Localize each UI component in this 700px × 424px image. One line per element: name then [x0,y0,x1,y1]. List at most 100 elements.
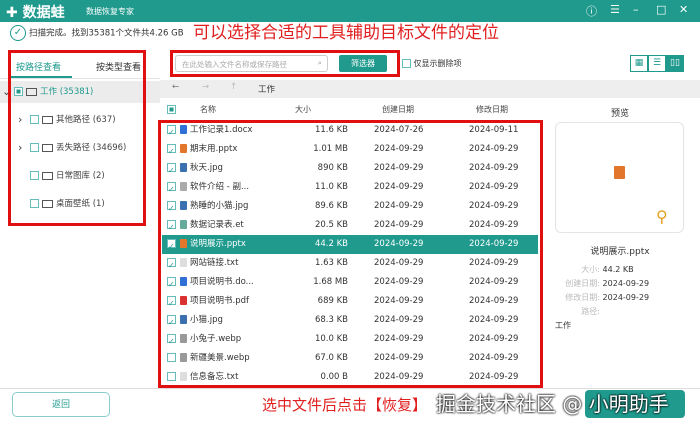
tree-item[interactable]: › 丢失路径 (34696) [0,137,160,159]
tree-item[interactable]: 桌面壁纸 (1) [0,193,160,215]
up-arrow-icon[interactable]: ↑ [230,82,238,92]
preview-panel: 预览 [545,98,695,122]
tree-item[interactable]: 日常图库 (2) [0,165,160,187]
maximize-icon[interactable]: □ [656,3,667,16]
checkbox[interactable] [30,171,39,180]
file-row[interactable]: 软件介绍 - 副... 11.0 KB 2024-09-29 2024-09-2… [162,178,538,199]
zoom-icon[interactable]: ⚲ [656,207,668,226]
checkbox[interactable] [167,237,176,256]
column-created[interactable]: 创建日期 [382,105,414,114]
file-size: 1.01 MB [313,144,348,154]
file-created: 2024-09-29 [374,277,424,287]
checkbox[interactable] [14,87,23,96]
checkbox[interactable] [167,294,176,313]
minimize-icon[interactable]: – [633,3,639,16]
file-row[interactable]: 新疆美景.webp 67.0 KB 2024-09-29 2024-09-29 [162,349,538,368]
checkbox[interactable] [167,313,176,332]
forward-arrow-icon[interactable]: → [202,82,210,92]
grid-view-icon[interactable]: ▦ [630,55,648,72]
file-modified: 2024-09-29 [469,315,519,325]
file-type-icon [180,125,187,134]
file-row[interactable]: 小兔子.webp 10.0 KB 2024-09-29 2024-09-29 [162,330,538,351]
file-created: 2024-09-29 [374,315,424,325]
file-modified: 2024-09-29 [469,296,519,306]
preview-title: 预览 [610,109,629,119]
file-type-icon [180,315,187,324]
checkbox[interactable] [30,199,39,208]
tab-by-type[interactable]: 按类型查看 [96,63,142,73]
file-row[interactable]: 工作记录1.docx 11.6 KB 2024-07-26 2024-09-11 [162,121,538,142]
file-row[interactable]: 期末用.pptx 1.01 MB 2024-09-29 2024-09-29 [162,140,538,161]
created-value: 2024-09-29 [602,279,650,288]
file-row[interactable]: 项目说明书.pdf 689 KB 2024-09-29 2024-09-29 [162,292,538,313]
active-tab-indicator [10,76,72,78]
folder-icon [42,115,53,124]
file-size: 44.2 KB [314,239,348,249]
annotation-box-search [170,50,400,77]
search-icon[interactable]: ⌕ [317,58,322,67]
recover-button[interactable] [585,390,685,418]
file-size: 11.6 KB [314,125,348,135]
preview-path-label: 路径: [550,306,600,317]
list-view-icon[interactable]: ☰ [648,55,666,72]
file-type-icon [180,163,187,172]
file-row[interactable]: 小猫.jpg 68.3 KB 2024-09-29 2024-09-29 [162,311,538,332]
select-all-checkbox[interactable] [167,105,176,114]
column-size[interactable]: 大小 [295,105,311,114]
tree-item[interactable]: ⌄ 工作 (35381) [0,81,160,103]
file-row[interactable]: 信息备忘.txt 0.00 B 2024-09-29 2024-09-29 [162,368,538,387]
deleted-only-checkbox[interactable]: 仅显示删除项 [402,58,462,69]
checkbox[interactable] [167,142,176,161]
title-bar: ✚ 数据蛙 数据恢复专家 ⓘ ☰ – □ ✕ [0,0,700,22]
chevron-right-icon[interactable]: › [18,141,23,154]
checkbox[interactable] [167,123,176,142]
checkbox[interactable] [30,115,39,124]
folder-icon [42,143,53,152]
back-button[interactable]: 返回 [12,392,110,417]
tree-item-label: 丢失路径 (34696) [56,143,127,153]
file-type-icon [180,277,187,286]
file-row[interactable]: 网站链接.txt 1.63 KB 2024-09-29 2024-09-29 [162,254,538,275]
path-label: 路径: [581,307,600,316]
file-name: 新疆美景.webp [190,353,250,363]
preview-view-icon[interactable]: ▯▯ [666,55,684,72]
file-modified: 2024-09-29 [469,201,519,211]
file-row[interactable]: 项目说明书.do... 1.68 MB 2024-09-29 2024-09-2… [162,273,538,294]
close-icon[interactable]: ✕ [679,3,689,16]
file-row[interactable]: 秋天.jpg 890 KB 2024-09-29 2024-09-29 [162,159,538,180]
back-arrow-icon[interactable]: ← [172,82,180,92]
file-modified: 2024-09-29 [469,182,519,192]
column-name[interactable]: 名称 [200,105,216,114]
checkbox[interactable] [167,161,176,180]
preview-size: 大小: 44.2 KB [550,264,633,275]
help-icon[interactable]: ⓘ [586,5,597,18]
file-size: 1.63 KB [314,258,348,268]
checkbox[interactable] [167,256,176,275]
checkbox[interactable] [402,59,411,68]
preview-filename: 说明展示.pptx [590,247,650,257]
checkbox[interactable] [30,143,39,152]
checkbox[interactable] [167,332,176,351]
preview-created: 创建日期: 2024-09-29 [550,278,649,289]
file-row[interactable]: 熟睡的小猫.jpg 89.6 KB 2024-09-29 2024-09-29 [162,197,538,218]
file-row[interactable]: 说明展示.pptx 44.2 KB 2024-09-29 2024-09-29 [162,235,538,256]
column-modified[interactable]: 修改日期 [476,105,508,114]
scan-status-text: 扫描完成。找到35381个文件共4.26 GB [29,28,184,39]
checkbox[interactable] [167,199,176,218]
preview-box: ⚲ [555,122,684,233]
checkbox[interactable] [167,180,176,199]
file-row[interactable]: 数据记录表.et 20.5 KB 2024-09-29 2024-09-29 [162,216,538,237]
file-created: 2024-09-29 [374,163,424,173]
tab-by-path[interactable]: 按路径查看 [16,63,62,73]
checkbox[interactable] [167,372,176,381]
filter-button[interactable]: 筛选器 [339,55,387,72]
tree-item[interactable]: › 其他路径 (637) [0,109,160,131]
file-name: 小猫.jpg [190,315,223,325]
menu-icon[interactable]: ☰ [610,3,620,16]
search-input[interactable]: 在此处输入文件名称或保存路径 ⌕ [175,55,328,72]
checkbox[interactable] [167,353,176,362]
checkbox[interactable] [167,275,176,294]
checkbox[interactable] [167,218,176,237]
chevron-down-icon[interactable]: ⌄ [2,85,12,98]
chevron-right-icon[interactable]: › [18,113,23,126]
